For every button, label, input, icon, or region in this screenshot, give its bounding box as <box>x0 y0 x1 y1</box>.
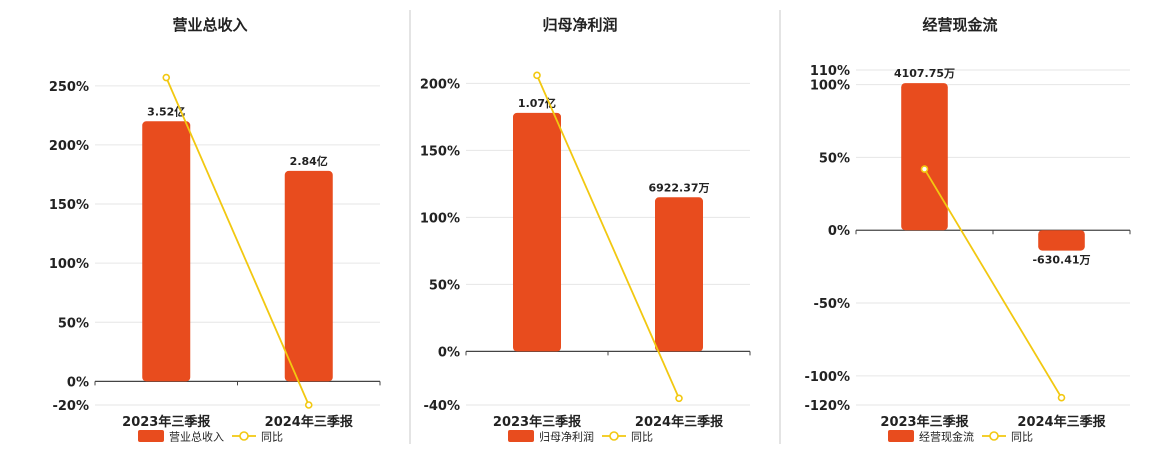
y-tick-label: 50% <box>429 278 460 293</box>
bar <box>901 83 948 231</box>
y-tick-label: 50% <box>819 151 850 166</box>
y-tick-label: -20% <box>52 399 89 414</box>
legend-bar-label: 经营现金流 <box>919 430 974 444</box>
y-tick-label: 50% <box>58 316 89 331</box>
bar <box>1038 230 1085 251</box>
legend-line-marker <box>239 431 249 441</box>
y-tick-label: 200% <box>420 77 460 92</box>
x-category-label: 2023年三季报 <box>493 414 582 430</box>
yoy-point <box>162 73 171 82</box>
bar-data-label: 3.52亿 <box>147 104 185 118</box>
y-tick-label: 0% <box>67 375 89 390</box>
yoy-point <box>675 394 683 403</box>
legend-bar-swatch <box>508 430 534 442</box>
legend-bar-label: 营业总收入 <box>169 430 224 444</box>
legend-line-marker <box>989 431 999 441</box>
y-tick-label: 100% <box>420 211 460 226</box>
y-tick-label: 150% <box>49 198 89 213</box>
y-tick-label: 150% <box>420 144 460 159</box>
yoy-point <box>920 165 929 173</box>
yoy-point <box>304 401 313 409</box>
bar <box>284 170 333 382</box>
x-category-label: 2023年三季报 <box>880 414 969 430</box>
x-category-label: 2024年三季报 <box>265 414 354 430</box>
chart-title: 营业总收入 <box>172 16 247 34</box>
bar <box>142 121 191 382</box>
y-tick-label: -40% <box>423 399 460 414</box>
yoy-point <box>533 71 541 80</box>
bar <box>655 197 703 352</box>
chart-panel-3: 经营现金流 110%100% 50% 0% -50% -100% -120% 4107.75万… <box>804 16 1131 444</box>
yoy-point <box>1057 393 1066 402</box>
y-tick-label: 100% <box>49 257 89 272</box>
chart-title: 经营现金流 <box>922 16 997 34</box>
y-tick-label: -100% <box>804 370 850 385</box>
legend-line-label: 同比 <box>261 431 283 444</box>
legend-bar-swatch <box>138 430 164 442</box>
legend-line-label: 同比 <box>1011 431 1033 444</box>
bar <box>513 112 561 352</box>
bar-data-label: -630.41万 <box>1032 254 1090 267</box>
y-tick-label: 110% <box>810 64 850 79</box>
chart-title: 归母净利润 <box>542 16 617 34</box>
bar-data-label: 1.07亿 <box>518 96 556 110</box>
yoy-line <box>165 77 310 406</box>
y-tick-label: 0% <box>438 345 460 360</box>
y-tick-label: 200% <box>49 139 89 154</box>
x-category-label: 2023年三季报 <box>122 414 211 430</box>
y-tick-label: 100% <box>810 79 850 94</box>
bar-data-label: 4107.75万 <box>894 67 955 80</box>
x-category-label: 2024年三季报 <box>1017 414 1106 430</box>
bar-data-label: 2.84亿 <box>290 154 328 168</box>
y-tick-label: -120% <box>804 399 850 414</box>
y-tick-label: -50% <box>813 297 850 312</box>
legend-bar-label: 归母净利润 <box>539 430 594 444</box>
legend-bar-swatch <box>888 430 914 442</box>
yoy-line <box>923 168 1063 399</box>
x-category-label: 2024年三季报 <box>635 414 724 430</box>
y-tick-label: 0% <box>828 224 850 239</box>
yoy-line <box>536 74 680 399</box>
legend-line-label: 同比 <box>631 431 653 444</box>
legend-line-marker <box>609 431 619 441</box>
chart-panel-2: 归母净利润 200% 150% 100% 50% 0% -40% 1.07亿 6922.37万 2… <box>420 16 751 444</box>
chart-panel-1: 营业总收入 250% 200% 150% 100% 50% 0% -20% 3.52亿 2.84亿… <box>49 16 381 444</box>
y-tick-label: 250% <box>49 80 89 95</box>
bar-data-label: 6922.37万 <box>648 181 709 194</box>
